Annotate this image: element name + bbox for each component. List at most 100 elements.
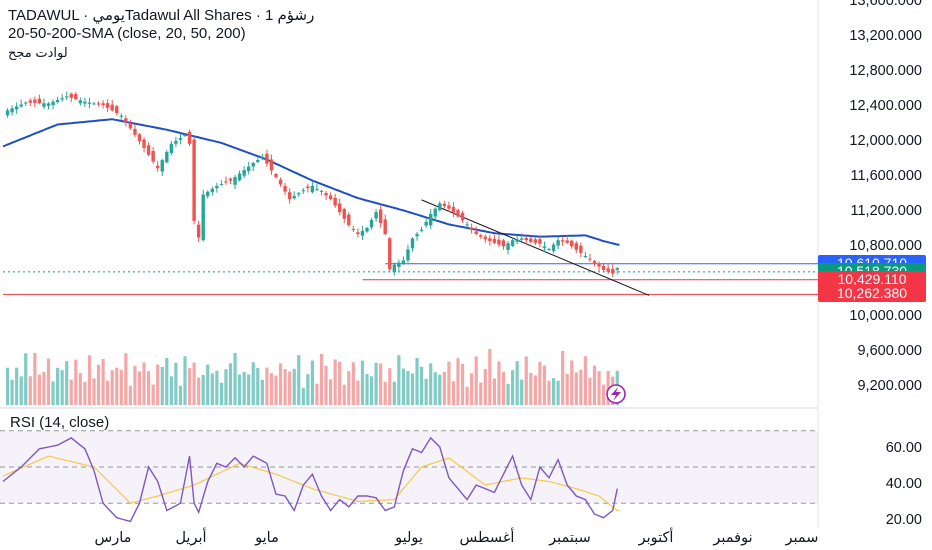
candle-body — [206, 191, 210, 197]
time-tick-label: يوليو — [395, 530, 423, 546]
candle-body — [247, 166, 251, 172]
volume-bar — [251, 362, 255, 405]
candle-body — [378, 209, 383, 224]
candle-body — [474, 231, 478, 235]
volume-bar — [206, 364, 210, 405]
volume-bar — [470, 373, 474, 405]
volume-bar — [33, 353, 37, 405]
candle-body — [5, 110, 10, 116]
volume-bar — [515, 361, 519, 405]
volume-bar — [351, 362, 355, 405]
sma-legend: 20-50-200-SMA (close, 20, 50, 200) — [8, 25, 246, 42]
rsi-legend: RSI (14, close) — [10, 414, 110, 431]
candle-body — [219, 184, 224, 186]
candle-body — [383, 219, 387, 235]
candle-body — [78, 100, 83, 104]
candle-body — [192, 139, 196, 221]
volume-bar — [579, 369, 583, 405]
candle-body — [14, 106, 19, 110]
candle-body — [87, 102, 92, 104]
candle-body — [406, 249, 410, 261]
candle-body — [497, 239, 501, 245]
candle-body — [460, 212, 465, 221]
volume-bar — [374, 362, 378, 405]
lightning-icon-bolt — [611, 387, 621, 401]
volume-bar — [46, 358, 51, 405]
candle-body — [133, 128, 137, 135]
volume-bar — [420, 366, 424, 405]
price-tick-label: 10,000.000 — [849, 308, 922, 325]
candle-body — [183, 135, 187, 136]
time-tick-label: أكتوبر — [638, 530, 674, 546]
volume-bar — [592, 365, 597, 405]
candle-body — [533, 239, 538, 243]
volume-bar — [365, 374, 369, 405]
volume-bar — [338, 361, 342, 405]
volume-bar — [529, 373, 533, 405]
candle-body — [65, 96, 69, 98]
candle-body — [520, 238, 524, 240]
candle-body — [579, 245, 583, 253]
volume-bar — [456, 358, 460, 405]
volume-bar — [451, 381, 456, 405]
volume-bar — [256, 367, 260, 405]
volume-bar — [474, 356, 478, 405]
volume-bar — [60, 370, 64, 405]
volume-bar — [278, 363, 283, 405]
candle-body — [119, 115, 123, 117]
volume-bar — [56, 367, 60, 405]
volume-bar — [78, 373, 82, 405]
candle-body — [529, 238, 533, 242]
volume-bar — [561, 351, 565, 405]
candle-body — [42, 103, 46, 107]
candle-body — [210, 188, 214, 193]
volume-bar — [479, 382, 483, 405]
volume-bar — [369, 376, 374, 405]
candle-body — [524, 237, 528, 241]
candle-body — [60, 98, 64, 100]
candle-body — [333, 197, 337, 206]
volume-bar — [556, 380, 560, 405]
candle-body — [19, 104, 23, 107]
candle-body — [251, 163, 255, 167]
volume-bar — [347, 371, 351, 405]
volume-bar — [142, 362, 146, 405]
volume-bar — [15, 367, 19, 405]
volume-bar — [74, 359, 78, 405]
candle-body — [556, 240, 560, 246]
candle-body — [369, 220, 374, 228]
volume-bar — [119, 370, 123, 405]
volume-bar — [565, 374, 569, 405]
indicator-legend: لوادت مجح — [8, 45, 68, 60]
volume-bar — [310, 360, 314, 405]
volume-bar — [511, 370, 515, 405]
volume-bar — [542, 365, 547, 405]
volume-bar — [442, 372, 446, 405]
volume-bar — [169, 376, 173, 405]
price-tick-label: 12,000.000 — [849, 133, 922, 149]
volume-bar — [551, 378, 556, 405]
candle-body — [392, 264, 396, 273]
candle-body — [110, 104, 114, 111]
price-tick-label: 9,200.000 — [857, 378, 922, 395]
price-tick-label: 13,600.000 — [849, 0, 922, 9]
candle-body — [510, 240, 515, 246]
volume-bar — [160, 367, 164, 405]
candle-body — [10, 108, 14, 113]
candle-body — [583, 255, 588, 257]
candle-body — [128, 123, 133, 129]
rsi-tick-label: 20.00 — [885, 512, 922, 529]
volume-bar — [306, 374, 310, 405]
candle-body — [156, 165, 160, 169]
candle-body — [69, 93, 73, 98]
volume-bar — [65, 361, 69, 405]
candle-body — [24, 102, 28, 104]
price-tick-label: 11,200.000 — [850, 203, 923, 220]
volume-bar — [238, 374, 242, 405]
volume-bar — [187, 368, 192, 405]
volume-bar — [28, 376, 32, 405]
candle-body — [51, 101, 55, 106]
candle-body — [146, 145, 151, 155]
